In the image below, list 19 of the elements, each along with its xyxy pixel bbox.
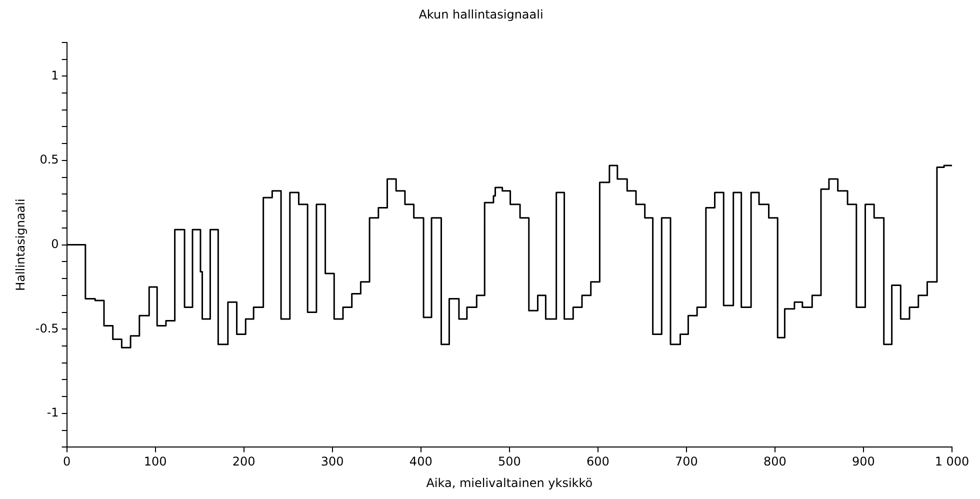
x-tick-label: 800 [764,454,786,469]
x-axis-title: Aika, mielivaltainen yksikkö [426,476,593,490]
x-tick-label: 0 [62,454,71,469]
y-tick-label: -0.5 [35,321,59,336]
y-axis-title: Hallintasignaali [13,198,28,291]
x-tick-label: 900 [852,454,875,469]
chart-title: Akun hallintasignaali [418,7,544,22]
x-tick-label: 100 [144,454,167,469]
x-tick-label: 600 [586,454,610,469]
x-tick-label: 500 [498,454,521,469]
x-tick-label: 200 [232,454,256,469]
x-tick-label: 300 [320,454,344,469]
y-tick-label: 1 [51,68,59,82]
x-tick-label: 400 [409,454,432,469]
x-tick-label: 700 [674,454,698,469]
y-tick-label: 0.5 [40,152,59,167]
y-tick-label: -1 [46,406,59,420]
x-tick-label: 1 000 [934,454,970,469]
y-tick-label: 0 [51,236,59,251]
